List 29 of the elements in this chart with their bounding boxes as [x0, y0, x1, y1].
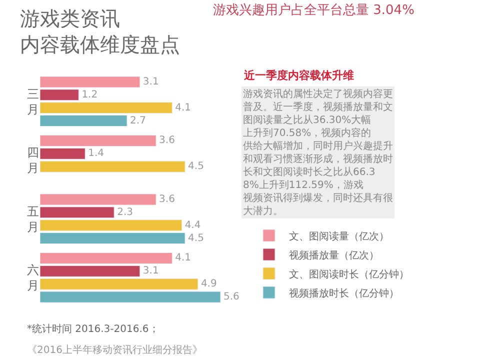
text: 游戏资讯的属性决定了视频内容更普及。近一季度，视频播放量和文图阅读量之比从36.30%大幅上升到70.58%，视频内容的供给大幅增加，同时用户兴趣提升和观看习惯逐渐形成，视频播放时长和文图阅读时长之比从66.38%上升到112.59%，游戏视频资讯得到爆发，同时还具有很大潜力。 — [243, 89, 393, 217]
legend-label: 文、图阅读时长（亿分钟） — [289, 268, 409, 280]
data-label: 4.5 — [188, 161, 204, 172]
text: 《2016上半年移动资讯行业细分报告》 — [27, 344, 202, 356]
legend-label: 文、图阅读量（亿次） — [289, 230, 389, 242]
data-label: 3.1 — [142, 266, 159, 277]
data-label: 4.5 — [188, 232, 204, 244]
data-label: 2.3 — [117, 206, 134, 218]
y-tick-label: 五月 — [27, 204, 39, 234]
legend-label: 视频播放量（亿次） — [289, 249, 379, 262]
legend-label: 视频播放时长（亿分钟） — [289, 287, 399, 300]
text: 近一季度内容载体升维 — [243, 69, 354, 82]
text: 游戏兴趣用户占全平台总量 3.04% — [213, 3, 414, 18]
data-label: 1.2 — [82, 89, 98, 100]
text: *统计时间 2016.3-2016.6； — [27, 323, 159, 335]
data-label: 3.6 — [159, 135, 175, 146]
data-label: 2.7 — [130, 115, 146, 126]
data-label: 4.1 — [175, 102, 192, 114]
data-label: 1.4 — [88, 148, 104, 160]
data-label: 4.1 — [175, 252, 192, 264]
y-tick-label: 三月 — [27, 86, 39, 116]
data-label: 3.1 — [142, 76, 159, 88]
y-tick-label: 六月 — [27, 263, 39, 293]
chart-title: 游戏类资讯内容载体维度盘点 — [20, 6, 180, 56]
data-label: 3.6 — [159, 194, 175, 205]
data-label: 4.4 — [184, 220, 201, 231]
data-label: 4.9 — [200, 278, 217, 290]
y-tick-label: 四月 — [27, 146, 39, 176]
data-label: 5.6 — [224, 292, 240, 303]
